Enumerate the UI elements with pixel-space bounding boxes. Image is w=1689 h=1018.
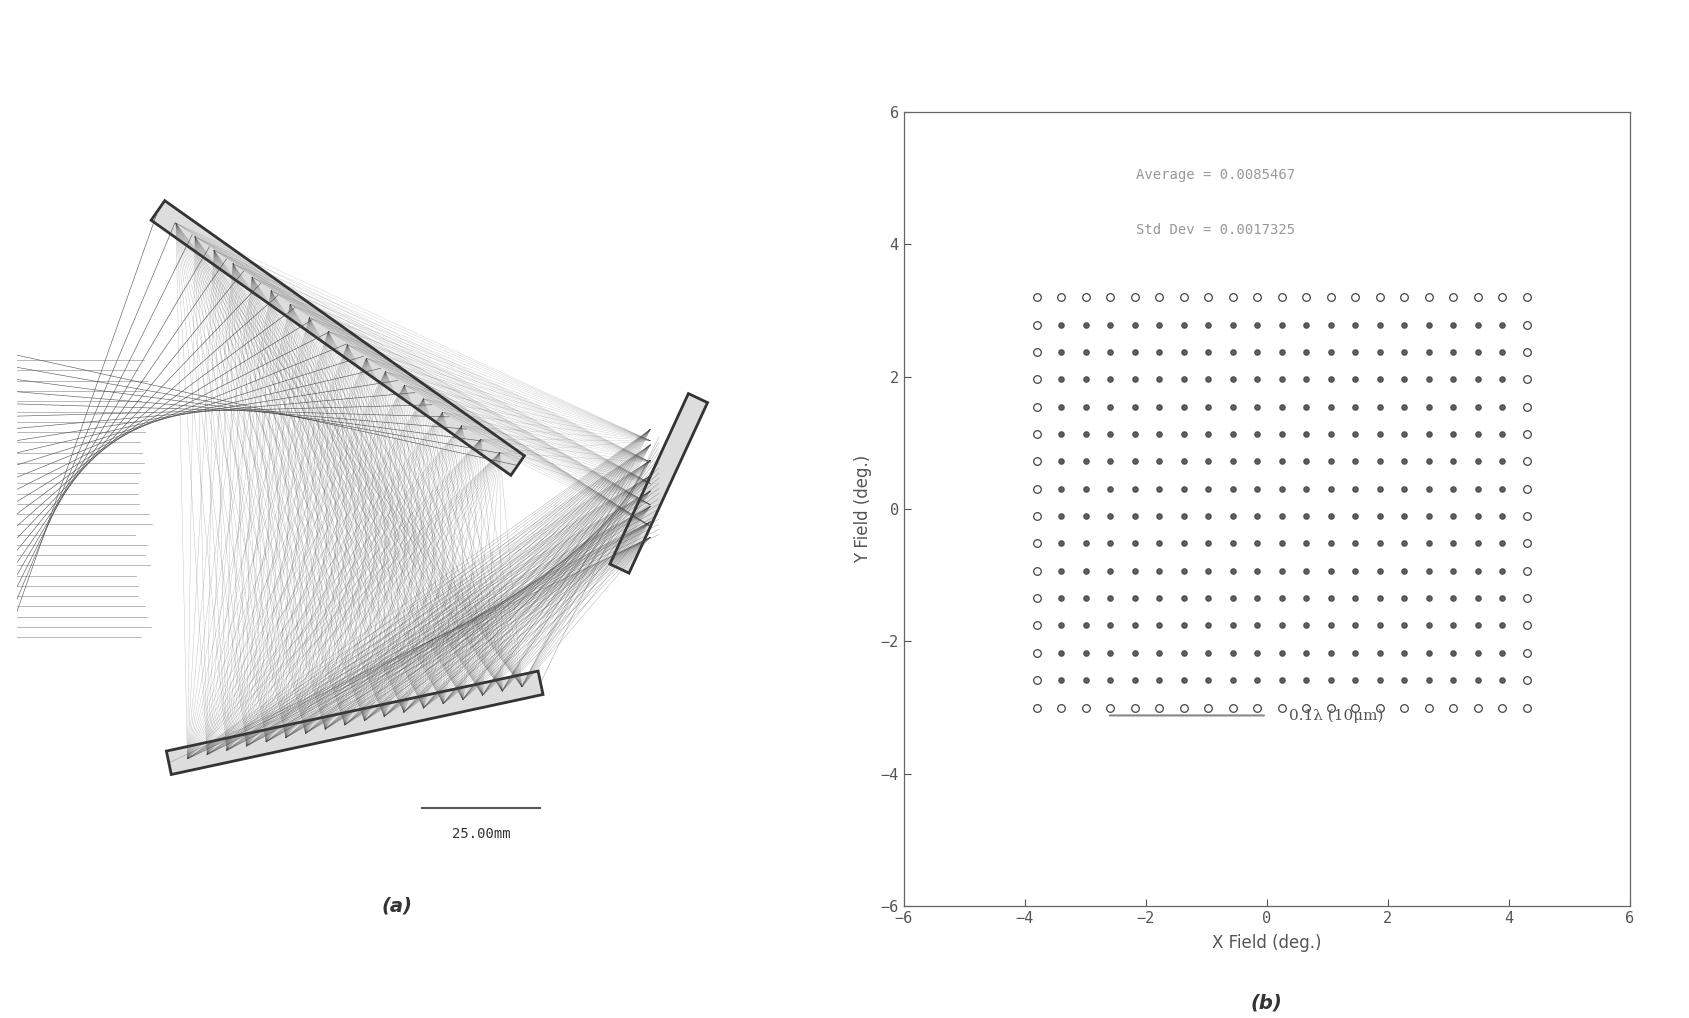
Text: Average = 0.0085467: Average = 0.0085467 <box>1137 168 1295 181</box>
Text: (a): (a) <box>382 896 412 915</box>
Text: (b): (b) <box>1252 994 1282 1012</box>
Polygon shape <box>150 201 525 475</box>
Text: 0.1λ (10μm): 0.1λ (10μm) <box>1289 709 1383 723</box>
Text: Std Dev = 0.0017325: Std Dev = 0.0017325 <box>1137 223 1295 237</box>
Text: 25.00mm: 25.00mm <box>453 828 510 841</box>
X-axis label: X Field (deg.): X Field (deg.) <box>1213 935 1321 952</box>
Polygon shape <box>167 671 542 775</box>
Polygon shape <box>610 394 708 573</box>
Y-axis label: Y Field (deg.): Y Field (deg.) <box>855 455 872 563</box>
